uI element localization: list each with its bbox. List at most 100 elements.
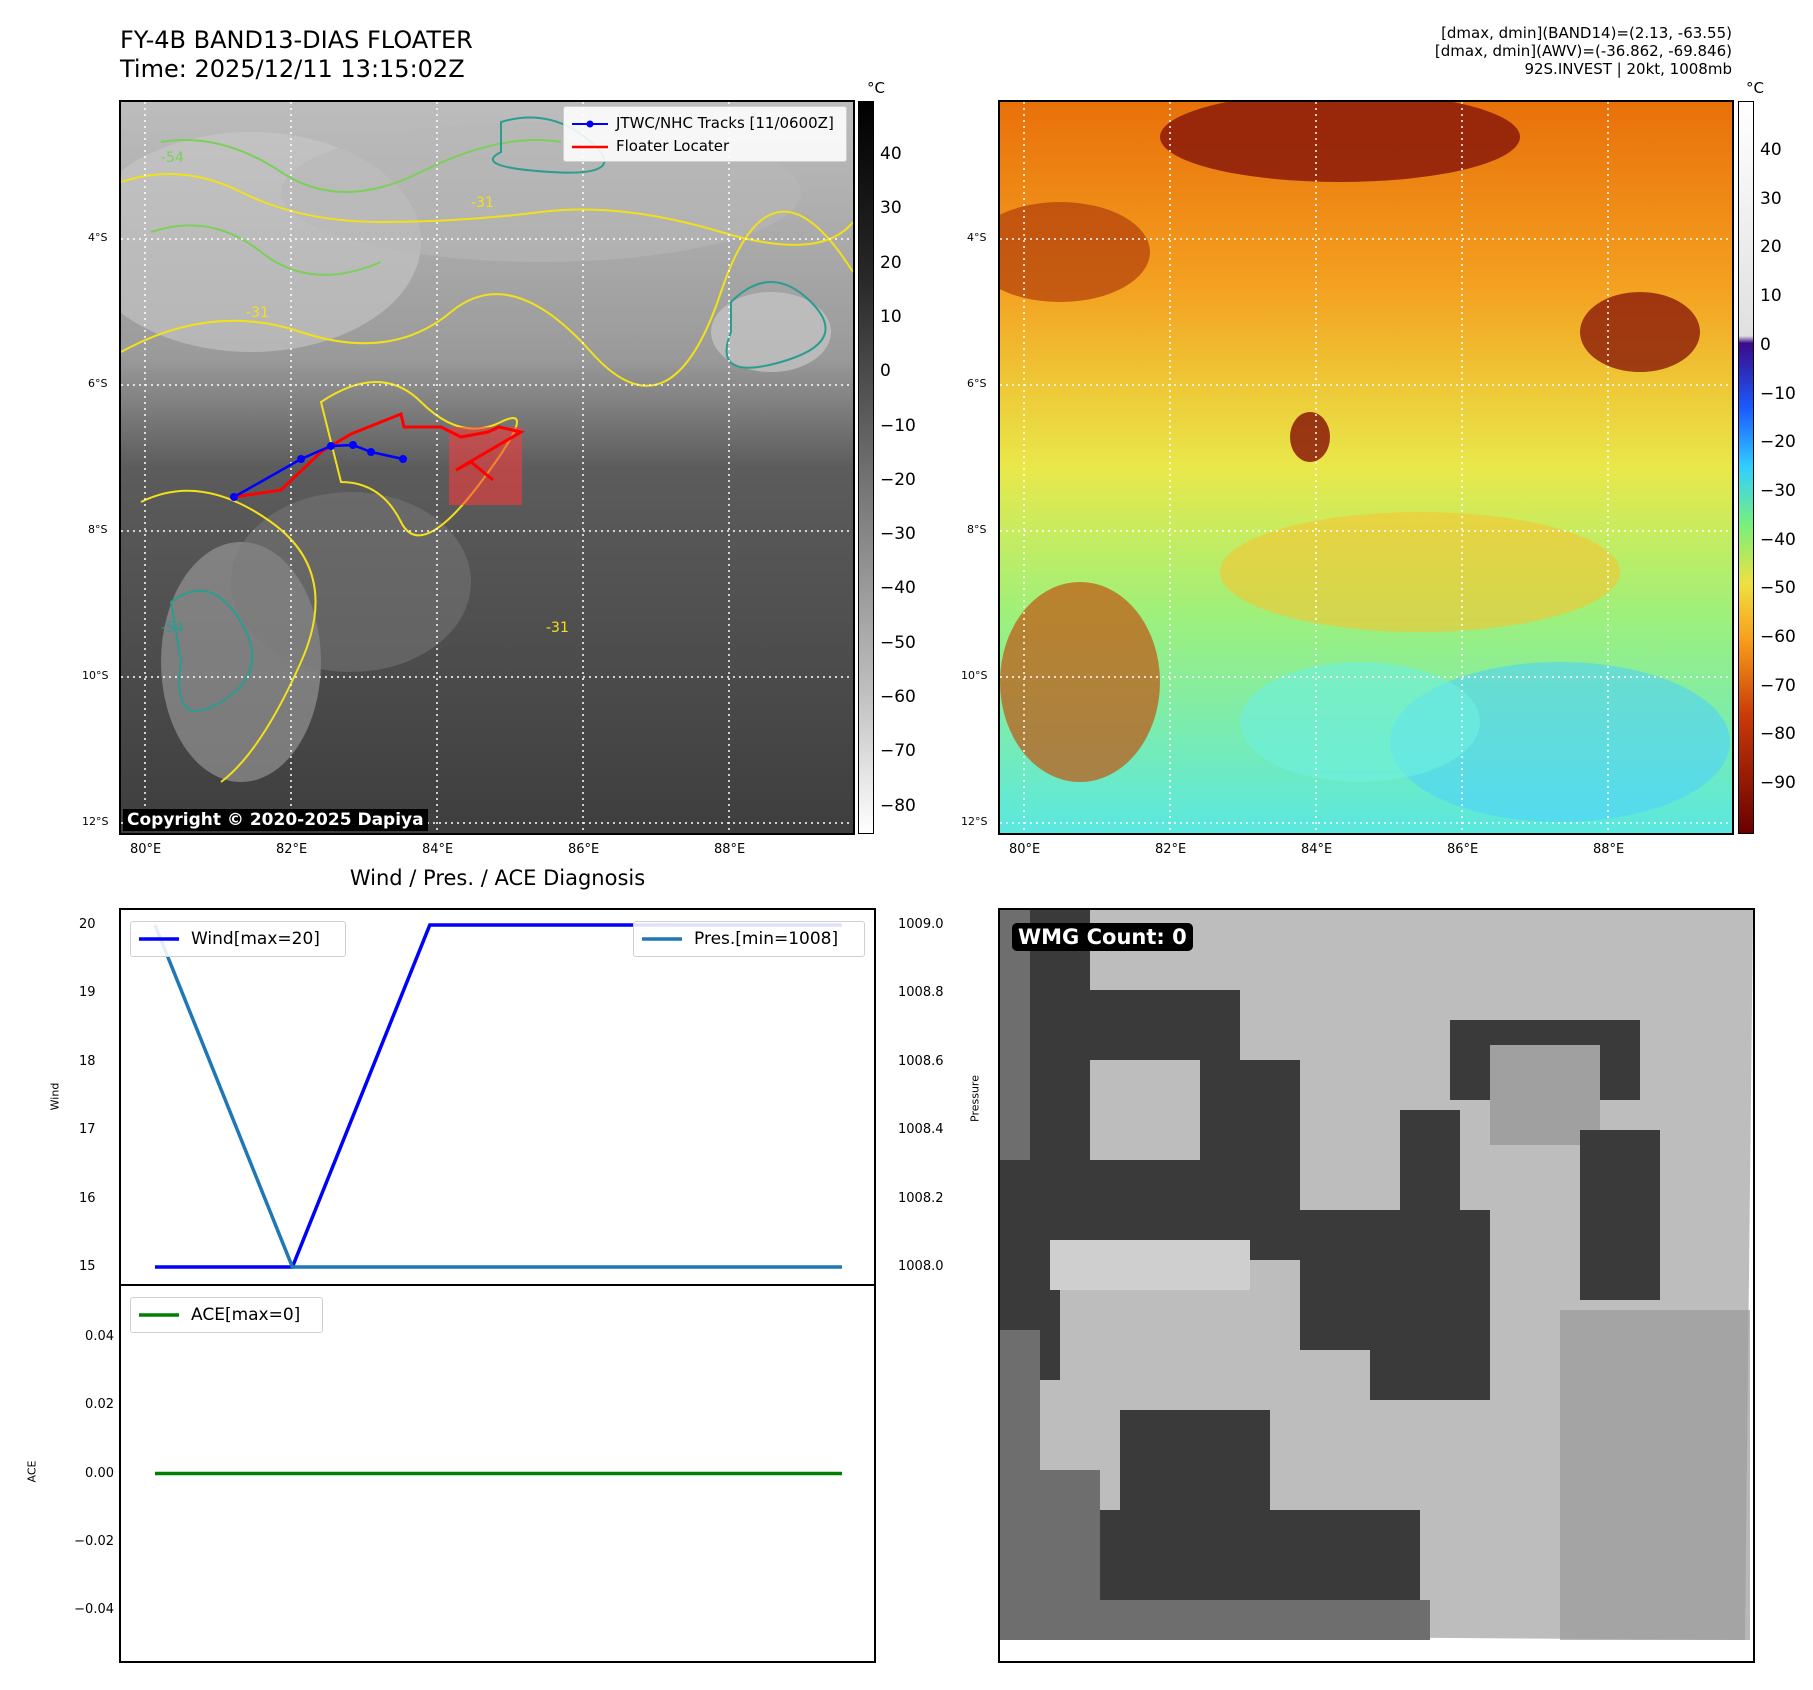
colorbar-tick-label: −90: [1760, 773, 1796, 794]
wmg-cell: [1100, 1510, 1420, 1600]
ace-legend-swatch: [139, 1313, 179, 1317]
contour-label: -54: [161, 150, 184, 166]
wmg-cell: [1370, 1330, 1490, 1400]
colorbar-tick-label: −60: [1760, 627, 1796, 647]
wmg-cell: [1580, 1130, 1660, 1300]
colorbar-tick-label: −10: [880, 415, 916, 436]
awv-map-panel: [998, 100, 1734, 835]
colorbar-right: [1738, 101, 1754, 834]
dry-region: [1000, 582, 1160, 782]
pressure-series-line: [153, 924, 842, 1269]
colorbar-tick-label: 40: [880, 144, 902, 164]
ir-map-panel: -31 -31 -31 -54 -54: [119, 100, 855, 835]
pressure-axis-label: Pressure: [968, 1075, 982, 1122]
contour-line: [725, 281, 827, 369]
dry-region: [1580, 292, 1700, 372]
ir-map-svg: -31 -31 -31 -54 -54: [121, 102, 853, 833]
colorbar-tick-label: −40: [880, 578, 916, 599]
info-block: [dmax, dmin](BAND14)=(2.13, -63.55) [dma…: [1435, 24, 1732, 78]
contour-line: [160, 139, 562, 193]
colorbar-tick-label: −30: [1760, 480, 1796, 501]
legend-track-label: JTWC/NHC Tracks [11/0600Z]: [616, 114, 834, 132]
ace-legend-label: ACE[max=0]: [191, 1305, 301, 1325]
legend-floater-swatch: [572, 145, 608, 149]
colorbar-tick-label: −70: [880, 741, 916, 762]
awv-map-svg: [1000, 102, 1732, 833]
colorbar-tick-label: 20: [1760, 237, 1782, 258]
contour-label: -31: [246, 305, 269, 321]
wind-pressure-panel: Wind[max=20] Pres.[min=1008]: [119, 908, 876, 1286]
contour-label: -54: [161, 620, 184, 636]
contour-line: [169, 589, 254, 712]
track-point: [230, 493, 238, 501]
colorbar-tick-label: −50: [880, 632, 916, 653]
title-line-2: Time: 2025/12/11 13:15:02Z: [120, 55, 465, 83]
colorbar-tick-label: 30: [880, 198, 902, 219]
lon-label: 88°E: [1593, 842, 1625, 857]
moist-region: [1220, 512, 1620, 632]
lon-label: 80°E: [130, 842, 162, 857]
pressure-legend: Pres.[min=1008]: [633, 921, 865, 957]
chart-title: FY-4B BAND13-DIAS FLOATER Time: 2025/12/…: [120, 26, 473, 84]
pressure-tick-label: 1008.8: [898, 985, 944, 1001]
wind-pressure-svg: [153, 923, 842, 1269]
cloud-mass: [231, 492, 471, 672]
title-line-1: FY-4B BAND13-DIAS FLOATER: [120, 26, 473, 54]
lat-label: 4°S: [967, 231, 987, 244]
jtwc-track-points: [230, 441, 407, 501]
wmg-cell: [1200, 1060, 1300, 1160]
colorbar-tick-label: −10: [1760, 383, 1796, 404]
lon-label: 84°E: [1301, 842, 1333, 857]
ace-panel: ACE[max=0]: [119, 1284, 876, 1663]
wind-legend: Wind[max=20]: [130, 921, 346, 957]
colorbar-tick-label: −30: [880, 524, 916, 545]
wmg-cell: [1080, 990, 1240, 1060]
lat-label: 8°S: [967, 523, 987, 536]
lat-label: 12°S: [961, 815, 988, 828]
wmg-cell: [1100, 1600, 1430, 1640]
wmg-count-badge: WMG Count: 0: [1012, 923, 1193, 951]
ace-tick-label: −0.02: [74, 1533, 114, 1549]
track-point: [349, 441, 357, 449]
info-line-3: 92S.INVEST | 20kt, 1008mb: [1524, 60, 1732, 78]
legend-floater-label: Floater Locater: [616, 137, 730, 155]
wmg-svg: [1000, 910, 1753, 1640]
wmg-cell: [1560, 1310, 1750, 1640]
wind-tick-label: 17: [79, 1122, 96, 1138]
contour-label: -31: [546, 620, 569, 636]
lat-label: 4°S: [88, 231, 108, 244]
colorbar-left-unit: °C: [867, 79, 885, 97]
moist-region: [1240, 662, 1480, 782]
wind-tick-label: 16: [79, 1190, 96, 1206]
colorbar-tick-label: 10: [1760, 286, 1782, 307]
ace-tick-label: 0.02: [85, 1397, 114, 1413]
colorbar-tick-label: −60: [880, 687, 916, 707]
wmg-cell: [1490, 1045, 1600, 1145]
ace-legend: ACE[max=0]: [130, 1297, 323, 1333]
colorbar-tick-label: −80: [880, 795, 916, 816]
track-point: [399, 455, 407, 463]
dry-region: [1290, 412, 1330, 462]
ace-tick-label: 0.04: [85, 1329, 114, 1345]
pressure-tick-label: 1008.4: [898, 1122, 944, 1138]
pressure-tick-label: 1008.6: [898, 1053, 944, 1069]
pressure-legend-swatch: [642, 937, 682, 941]
wind-legend-label: Wind[max=20]: [191, 929, 320, 949]
wmg-cell: [1000, 1330, 1040, 1490]
ace-tick-label: 0.00: [85, 1465, 114, 1481]
ace-axis-label: ACE: [25, 1460, 39, 1483]
colorbar-right-unit: °C: [1746, 79, 1764, 97]
wmg-cell: [1000, 1470, 1100, 1640]
colorbar-left: [858, 101, 874, 834]
lat-label: 10°S: [82, 669, 109, 682]
lon-label: 80°E: [1009, 842, 1041, 857]
colorbar-tick-label: 30: [1760, 188, 1782, 209]
wmg-cell: [1300, 1210, 1490, 1350]
contour-line: [121, 173, 853, 246]
pressure-tick-label: 1008.0: [898, 1259, 944, 1274]
pressure-tick-label: 1009.0: [898, 917, 944, 932]
info-line-1: [dmax, dmin](BAND14)=(2.13, -63.55): [1441, 24, 1732, 42]
contour-line: [121, 210, 853, 387]
map-legend: JTWC/NHC Tracks [11/0600Z] Floater Locat…: [563, 106, 847, 162]
lat-label: 6°S: [88, 377, 108, 390]
